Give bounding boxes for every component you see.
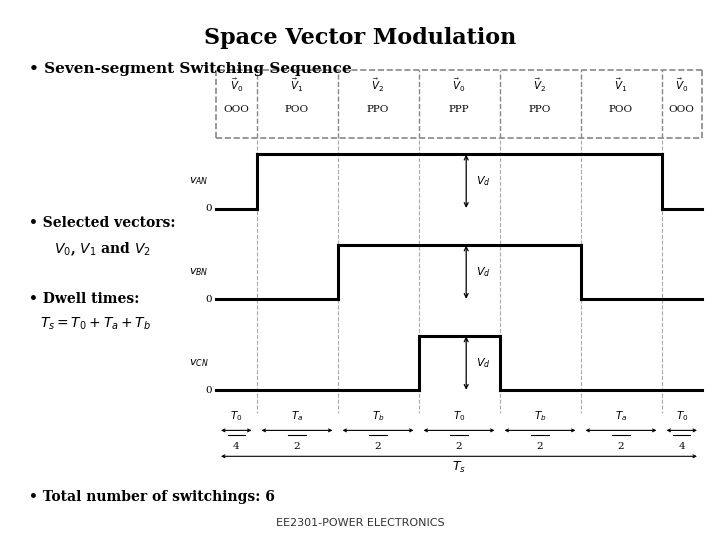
Text: 4: 4 — [233, 442, 240, 451]
Text: POO: POO — [285, 105, 309, 114]
Text: 2: 2 — [294, 442, 300, 451]
Text: $v_{CN}$: $v_{CN}$ — [189, 357, 209, 369]
Text: $T_0$: $T_0$ — [453, 409, 465, 423]
Text: OOO: OOO — [669, 105, 695, 114]
Text: 2: 2 — [374, 442, 382, 451]
Text: 2: 2 — [618, 442, 624, 451]
Text: 4: 4 — [678, 442, 685, 451]
Text: POO: POO — [609, 105, 633, 114]
Text: PPO: PPO — [528, 105, 552, 114]
Text: $T_b$: $T_b$ — [372, 409, 384, 423]
Text: $T_0$: $T_0$ — [675, 409, 688, 423]
Text: $v_{AN}$: $v_{AN}$ — [189, 176, 209, 187]
Text: $\vec{V}_0$: $\vec{V}_0$ — [675, 77, 688, 94]
Text: $\mathit{T}_s = \mathit{T}_0 + \mathit{T}_a + \mathit{T}_b$: $\mathit{T}_s = \mathit{T}_0 + \mathit{T… — [40, 316, 150, 332]
Text: $T_b$: $T_b$ — [534, 409, 546, 423]
Text: • Total number of switchings: 6: • Total number of switchings: 6 — [29, 490, 274, 504]
Text: $\vec{V}_2$: $\vec{V}_2$ — [372, 77, 384, 94]
Text: EE2301-POWER ELECTRONICS: EE2301-POWER ELECTRONICS — [276, 518, 444, 528]
Text: 2: 2 — [536, 442, 544, 451]
Text: • Selected vectors:: • Selected vectors: — [29, 216, 175, 230]
Text: OOO: OOO — [223, 105, 249, 114]
Text: 0: 0 — [205, 295, 212, 304]
Text: Space Vector Modulation: Space Vector Modulation — [204, 27, 516, 49]
Text: $\vec{V}_0$: $\vec{V}_0$ — [230, 77, 243, 94]
Text: $T_0$: $T_0$ — [230, 409, 243, 423]
Text: $\vec{V}_1$: $\vec{V}_1$ — [290, 77, 304, 94]
Text: 0: 0 — [205, 204, 212, 213]
Text: $\mathit{V}_0$, $\mathit{V}_1$ and $\mathit{V}_2$: $\mathit{V}_0$, $\mathit{V}_1$ and $\mat… — [54, 240, 151, 258]
Text: $T_a$: $T_a$ — [291, 409, 303, 423]
Text: $\vec{V}_2$: $\vec{V}_2$ — [534, 77, 546, 94]
Text: 2: 2 — [456, 442, 462, 451]
Text: $\vec{V}_0$: $\vec{V}_0$ — [452, 77, 466, 94]
Text: PPP: PPP — [449, 105, 469, 114]
Text: • Seven-segment Switching Sequence: • Seven-segment Switching Sequence — [29, 62, 351, 76]
Text: $\mathit{V}_d$: $\mathit{V}_d$ — [477, 356, 491, 370]
Text: $\mathit{T}_s$: $\mathit{T}_s$ — [452, 460, 466, 475]
Text: 0: 0 — [205, 386, 212, 395]
Text: $\vec{V}_1$: $\vec{V}_1$ — [614, 77, 628, 94]
Text: PPO: PPO — [366, 105, 390, 114]
Text: $\mathit{V}_d$: $\mathit{V}_d$ — [477, 265, 491, 279]
Text: $v_{BN}$: $v_{BN}$ — [189, 266, 209, 278]
Text: $\mathit{V}_d$: $\mathit{V}_d$ — [477, 174, 491, 188]
Text: $T_a$: $T_a$ — [615, 409, 627, 423]
Text: • Dwell times:: • Dwell times: — [29, 292, 139, 306]
